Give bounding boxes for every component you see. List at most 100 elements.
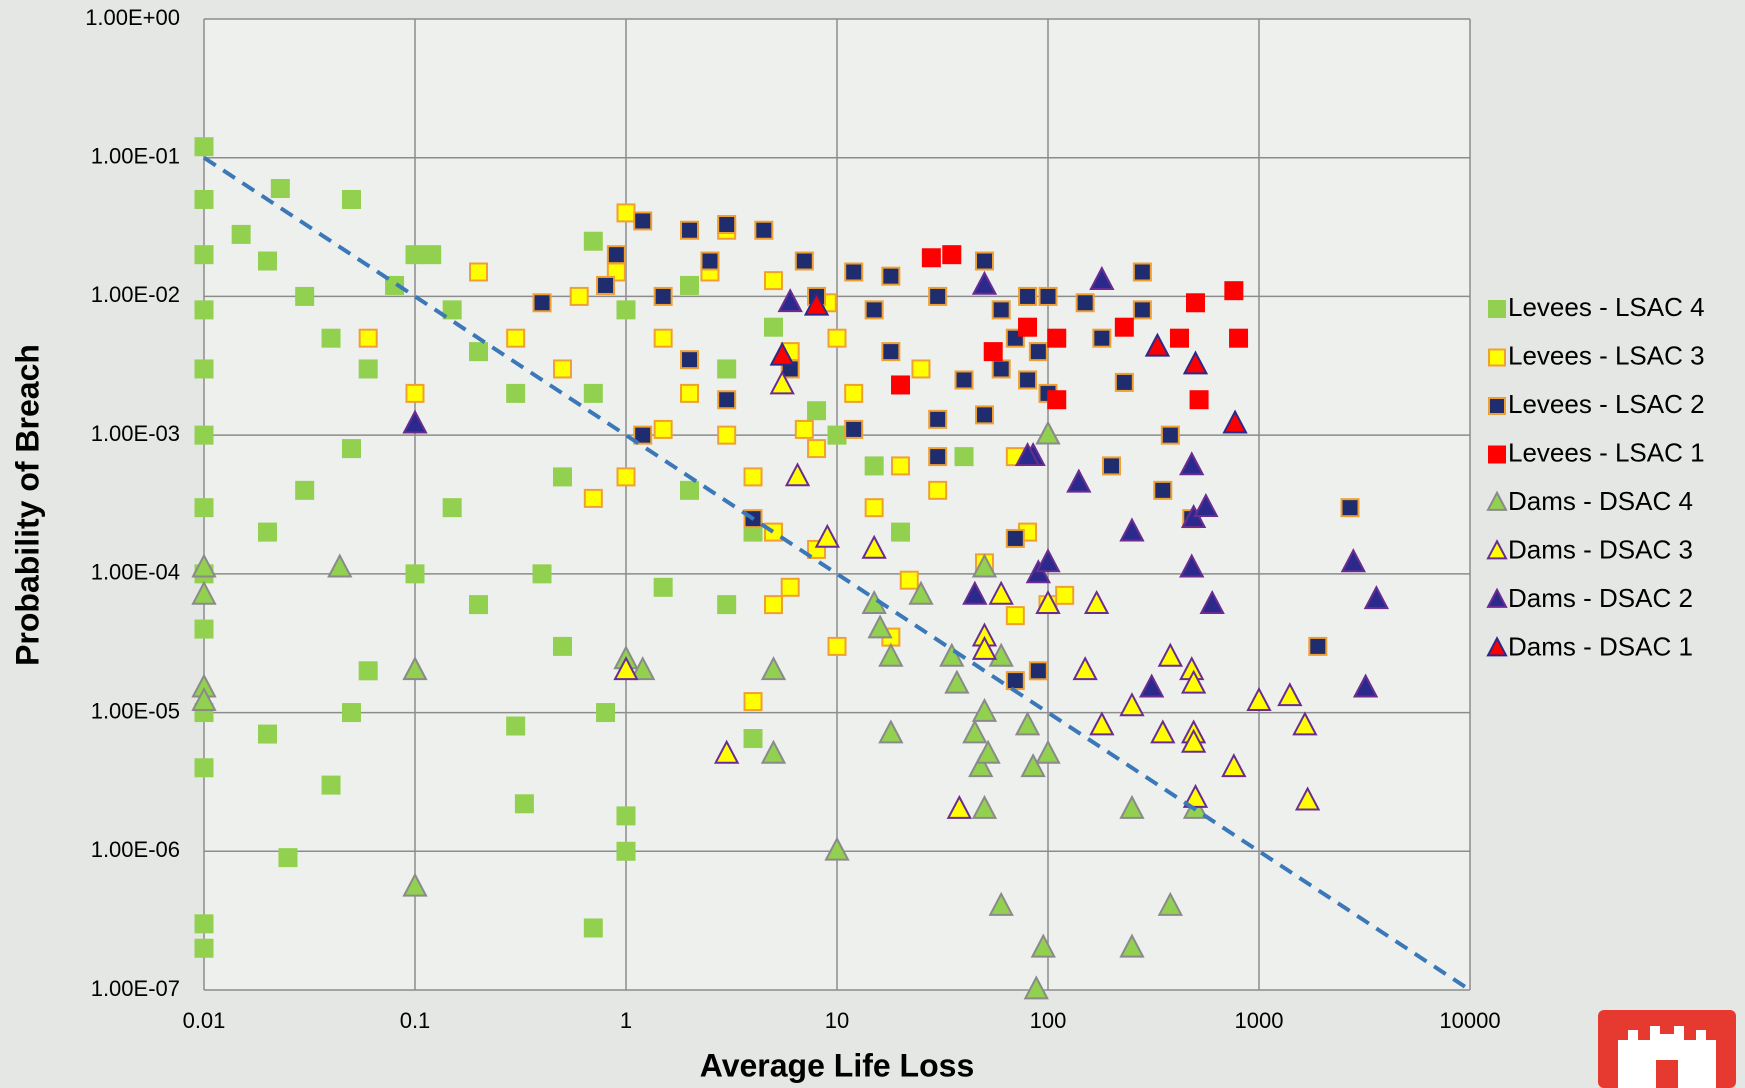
y-tick-label: 1.00E+00: [85, 5, 180, 30]
point: [971, 635, 998, 660]
legend-marker: [1486, 587, 1508, 608]
point: [191, 686, 217, 711]
point: [1035, 548, 1061, 573]
point: [975, 739, 1001, 764]
point: [194, 189, 214, 209]
x-tick-label: 100: [1030, 1008, 1067, 1033]
x-tick-label: 10000: [1439, 1008, 1500, 1033]
legend-label: Levees - LSAC 4: [1508, 292, 1705, 322]
y-tick-label: 1.00E-07: [91, 976, 180, 1001]
point: [1352, 673, 1379, 698]
legend-marker: [1486, 636, 1508, 657]
point: [1075, 293, 1095, 313]
point: [743, 729, 763, 749]
point: [714, 739, 740, 764]
point: [1224, 281, 1244, 301]
point: [680, 220, 700, 240]
legend-marker: [1488, 445, 1506, 464]
point: [583, 383, 603, 403]
point: [258, 522, 278, 542]
x-tick-label: 10: [825, 1008, 849, 1033]
point: [769, 341, 795, 366]
point: [194, 245, 214, 265]
point: [1018, 286, 1038, 306]
point: [824, 836, 850, 861]
point: [358, 661, 378, 681]
point: [1114, 317, 1134, 337]
point: [341, 703, 361, 723]
point: [991, 359, 1011, 379]
point: [946, 794, 972, 819]
point: [1157, 891, 1183, 916]
point: [1035, 739, 1061, 764]
point: [653, 286, 673, 306]
point: [1114, 372, 1134, 392]
point: [405, 245, 425, 265]
point: [680, 350, 700, 370]
point: [944, 669, 970, 694]
point: [864, 300, 884, 320]
point: [194, 914, 214, 934]
point: [717, 595, 737, 615]
point: [616, 467, 636, 487]
point: [1023, 975, 1049, 1000]
point: [803, 291, 830, 316]
point: [861, 534, 887, 559]
point: [881, 342, 901, 362]
point: [552, 467, 572, 487]
point: [1160, 425, 1180, 445]
grid: [203, 18, 1471, 991]
point: [1119, 517, 1145, 542]
point: [928, 480, 948, 500]
point: [327, 553, 353, 578]
point: [506, 716, 526, 736]
point: [405, 383, 425, 403]
point: [991, 300, 1011, 320]
point: [911, 359, 931, 379]
point: [1055, 585, 1075, 605]
y-tick-label: 1.00E-06: [91, 837, 180, 862]
point: [1119, 933, 1145, 958]
point: [606, 245, 626, 265]
point: [971, 553, 998, 578]
point: [827, 636, 847, 656]
point: [1157, 642, 1183, 667]
point: [1340, 548, 1367, 573]
point: [653, 419, 673, 439]
point: [1185, 293, 1205, 313]
point: [971, 697, 998, 722]
point: [1153, 480, 1173, 500]
point: [583, 231, 603, 251]
x-tick-label: 0.1: [400, 1008, 431, 1033]
legend-label: Dams - DSAC 2: [1508, 583, 1693, 613]
point: [616, 203, 636, 223]
point: [954, 370, 974, 390]
point: [633, 211, 653, 231]
point: [1139, 673, 1165, 698]
point: [1182, 350, 1209, 375]
point: [1246, 686, 1272, 711]
point: [794, 419, 814, 439]
point: [653, 328, 673, 348]
point: [983, 342, 1003, 362]
legend-marker: [1488, 300, 1506, 318]
point: [780, 577, 800, 597]
point: [321, 775, 341, 795]
point: [191, 580, 217, 605]
point: [1180, 669, 1207, 694]
point: [988, 891, 1014, 916]
x-tick-label: 1000: [1235, 1008, 1284, 1033]
point: [1222, 409, 1248, 434]
point: [974, 405, 994, 425]
point: [844, 383, 864, 403]
point: [194, 758, 214, 778]
point: [1150, 719, 1176, 744]
point: [717, 425, 737, 445]
point: [442, 300, 462, 320]
point: [469, 262, 489, 282]
x-tick-label: 1: [620, 1008, 632, 1033]
point: [928, 447, 948, 467]
point: [1193, 492, 1219, 518]
point: [1229, 328, 1249, 348]
